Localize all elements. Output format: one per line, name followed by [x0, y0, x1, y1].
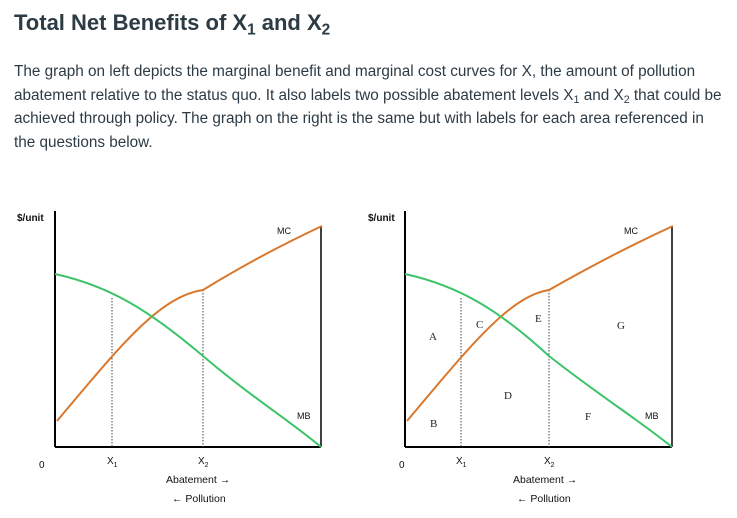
graphs-figure: $/unit MC MB 0 X1 X2 Abatement → ← Pollu…	[17, 211, 674, 505]
right-y-axis-label: $/unit	[368, 213, 395, 224]
right-mb-curve	[404, 273, 673, 448]
left-mb-curve	[54, 273, 322, 448]
area-label-c: C	[476, 319, 483, 331]
right-x-caption-pollution: ← Pollution	[517, 493, 571, 505]
right-x-caption-abatement: Abatement →	[513, 474, 577, 486]
intro-part-3: that could be achieved through policy. T…	[14, 86, 722, 151]
area-label-b: B	[430, 418, 437, 430]
left-x-caption-abatement: Abatement →	[166, 474, 230, 486]
right-x2-label: X2	[544, 456, 555, 469]
intro-part-2: and X	[579, 86, 624, 104]
area-label-g: G	[617, 320, 625, 332]
title-sub-2: 2	[321, 21, 331, 39]
right-mc-label: MC	[624, 226, 638, 236]
right-mb-label: MB	[645, 411, 659, 421]
title-sub-1: 1	[247, 21, 256, 39]
area-label-e: E	[535, 313, 542, 325]
left-x1-label: X1	[107, 456, 118, 469]
right-mc-curve	[406, 225, 674, 422]
left-mc-curve	[56, 225, 323, 422]
left-origin-label: 0	[39, 460, 45, 471]
area-label-f: F	[585, 411, 591, 423]
title-text: Total Net Benefits of X	[14, 10, 248, 35]
area-label-a: A	[429, 331, 437, 343]
intro-part-1: The graph on left depicts the marginal b…	[14, 63, 696, 104]
graph-left: $/unit MC MB 0 X1 X2 Abatement → ← Pollu…	[17, 211, 323, 505]
left-y-axis-label: $/unit	[17, 213, 44, 224]
right-x1-label: X1	[456, 456, 467, 469]
intro-sub-1: 1	[573, 93, 580, 106]
page-title: Total Net Benefits of X1 and X2	[14, 10, 331, 39]
left-mb-label: MB	[297, 411, 311, 421]
intro-sub-2: 2	[623, 93, 630, 106]
right-origin-label: 0	[399, 460, 405, 471]
area-label-d: D	[504, 390, 512, 402]
intro-paragraph: The graph on left depicts the marginal b…	[14, 60, 726, 154]
left-x-caption-pollution: ← Pollution	[172, 493, 226, 505]
title-text-mid: and X	[255, 10, 322, 35]
left-x2-label: X2	[198, 456, 209, 469]
graph-right: $/unit MC MB A B C D E F G 0 X1 X2 Abate…	[368, 211, 674, 505]
left-mc-label: MC	[277, 226, 291, 236]
